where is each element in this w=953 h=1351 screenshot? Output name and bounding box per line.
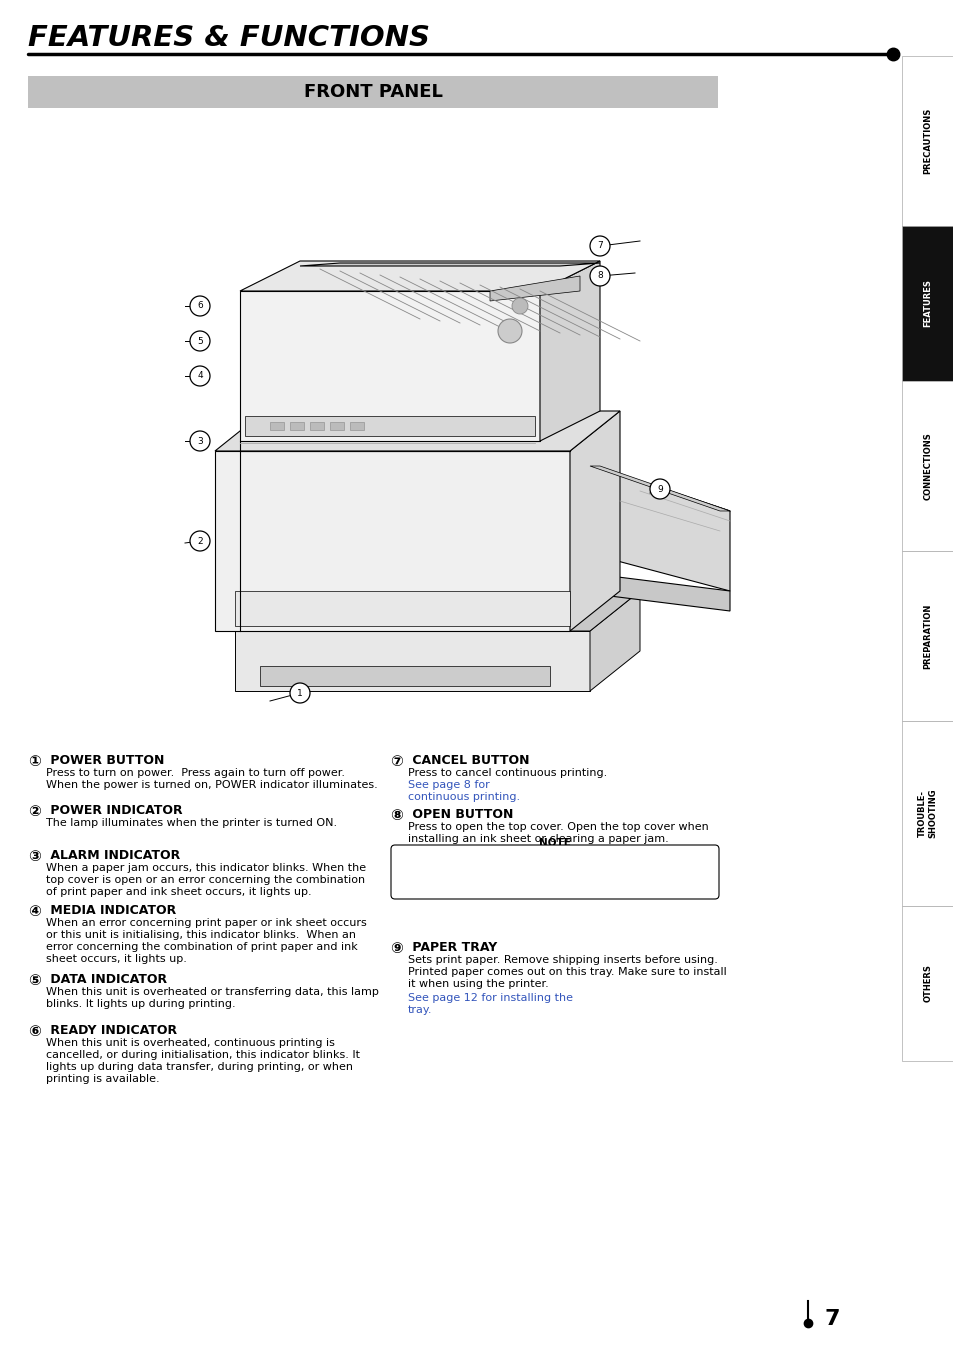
Bar [901, 721, 953, 907]
Polygon shape [569, 461, 579, 571]
Polygon shape [589, 466, 729, 511]
Text: 3: 3 [197, 436, 203, 446]
Text: When this unit is overheated, continuous printing is
cancelled, or during initia: When this unit is overheated, continuous… [46, 1038, 359, 1084]
Text: The lamp illuminates when the printer is turned ON.: The lamp illuminates when the printer is… [46, 817, 336, 828]
Text: ⑨: ⑨ [390, 942, 402, 957]
Polygon shape [490, 276, 579, 301]
Circle shape [190, 296, 210, 316]
Bar [350, 422, 364, 430]
Circle shape [290, 684, 310, 703]
Text: DATA INDICATOR: DATA INDICATOR [46, 973, 167, 986]
Polygon shape [245, 416, 535, 436]
Bar [901, 226, 953, 381]
Text: FEATURES & FUNCTIONS: FEATURES & FUNCTIONS [28, 24, 430, 51]
Bar [901, 551, 953, 721]
Text: ③: ③ [28, 848, 41, 865]
Text: NOTE: NOTE [538, 838, 570, 848]
Text: PRECAUTIONS: PRECAUTIONS [923, 108, 931, 174]
Text: See page 8 for
continuous printing.: See page 8 for continuous printing. [408, 780, 519, 802]
Text: ⑥: ⑥ [28, 1024, 41, 1039]
Text: Press to cancel continuous printing.: Press to cancel continuous printing. [408, 767, 610, 778]
Text: PREPARATION: PREPARATION [923, 604, 931, 669]
Text: Press to turn on power.  Press again to turn off power.
When the power is turned: Press to turn on power. Press again to t… [46, 767, 377, 790]
Text: 7: 7 [823, 1309, 839, 1329]
Polygon shape [569, 461, 729, 531]
Polygon shape [240, 261, 599, 290]
Polygon shape [240, 290, 539, 440]
Text: When this unit is overheated or transferring data, this lamp
blinks. It lights u: When this unit is overheated or transfer… [46, 988, 378, 1009]
Text: ⑦: ⑦ [390, 754, 402, 769]
Bar [901, 907, 953, 1061]
Polygon shape [589, 590, 639, 690]
Text: ⑤: ⑤ [28, 973, 41, 988]
Text: See page 12 for installing the
tray.: See page 12 for installing the tray. [408, 993, 573, 1015]
Circle shape [589, 236, 609, 255]
Circle shape [190, 531, 210, 551]
Polygon shape [579, 461, 729, 590]
Polygon shape [260, 666, 550, 686]
Bar [290, 422, 304, 430]
Text: FRONT PANEL: FRONT PANEL [303, 82, 442, 101]
Polygon shape [569, 571, 729, 611]
Bar [901, 55, 953, 226]
Text: MEDIA INDICATOR: MEDIA INDICATOR [46, 904, 176, 917]
Text: FEATURES: FEATURES [923, 280, 931, 327]
Text: OTHERS: OTHERS [923, 965, 931, 1002]
Text: TROUBLE-
SHOOTING: TROUBLE- SHOOTING [918, 789, 937, 839]
Text: CANCEL BUTTON: CANCEL BUTTON [408, 754, 529, 767]
Polygon shape [214, 451, 569, 631]
Circle shape [649, 480, 669, 499]
Polygon shape [214, 411, 619, 451]
Polygon shape [569, 411, 619, 631]
Polygon shape [234, 631, 589, 690]
Polygon shape [539, 261, 599, 440]
Text: Do not press OPEN button during printing. Doing so may
cause a print error and m: Do not press OPEN button during printing… [402, 855, 712, 877]
Text: OPEN BUTTON: OPEN BUTTON [408, 808, 513, 821]
Polygon shape [299, 263, 599, 266]
Text: 2: 2 [197, 536, 203, 546]
Text: 1: 1 [296, 689, 302, 697]
Polygon shape [234, 590, 569, 626]
Polygon shape [234, 590, 639, 631]
Bar [330, 422, 344, 430]
Text: POWER INDICATOR: POWER INDICATOR [46, 804, 182, 817]
Text: 7: 7 [597, 242, 602, 250]
FancyBboxPatch shape [391, 844, 719, 898]
Text: 8: 8 [597, 272, 602, 281]
Circle shape [190, 431, 210, 451]
Text: CONNECTIONS: CONNECTIONS [923, 432, 931, 500]
Text: POWER BUTTON: POWER BUTTON [46, 754, 164, 767]
Bar [28, 76, 718, 108]
Circle shape [497, 319, 521, 343]
Text: ④: ④ [28, 904, 41, 919]
Text: ALARM INDICATOR: ALARM INDICATOR [46, 848, 180, 862]
Bar [270, 422, 284, 430]
Text: 5: 5 [197, 336, 203, 346]
Text: 4: 4 [197, 372, 203, 381]
Text: When a paper jam occurs, this indicator blinks. When the
top cover is open or an: When a paper jam occurs, this indicator … [46, 863, 366, 897]
Circle shape [589, 266, 609, 286]
Text: ②: ② [28, 804, 41, 819]
Text: Sets print paper. Remove shipping inserts before using.
Printed paper comes out : Sets print paper. Remove shipping insert… [408, 955, 726, 989]
Text: When an error concerning print paper or ink sheet occurs
or this unit is initial: When an error concerning print paper or … [46, 917, 366, 965]
Circle shape [190, 331, 210, 351]
Text: ①: ① [28, 754, 41, 769]
Bar [901, 381, 953, 551]
Text: ⑧: ⑧ [390, 808, 402, 823]
Text: PAPER TRAY: PAPER TRAY [408, 942, 497, 954]
Text: 6: 6 [197, 301, 203, 311]
Circle shape [512, 299, 527, 313]
Bar [310, 422, 324, 430]
Text: READY INDICATOR: READY INDICATOR [46, 1024, 177, 1038]
Circle shape [190, 366, 210, 386]
Text: Press to open the top cover. Open the top cover when
installing an ink sheet or : Press to open the top cover. Open the to… [408, 821, 708, 844]
Text: 9: 9 [657, 485, 662, 493]
